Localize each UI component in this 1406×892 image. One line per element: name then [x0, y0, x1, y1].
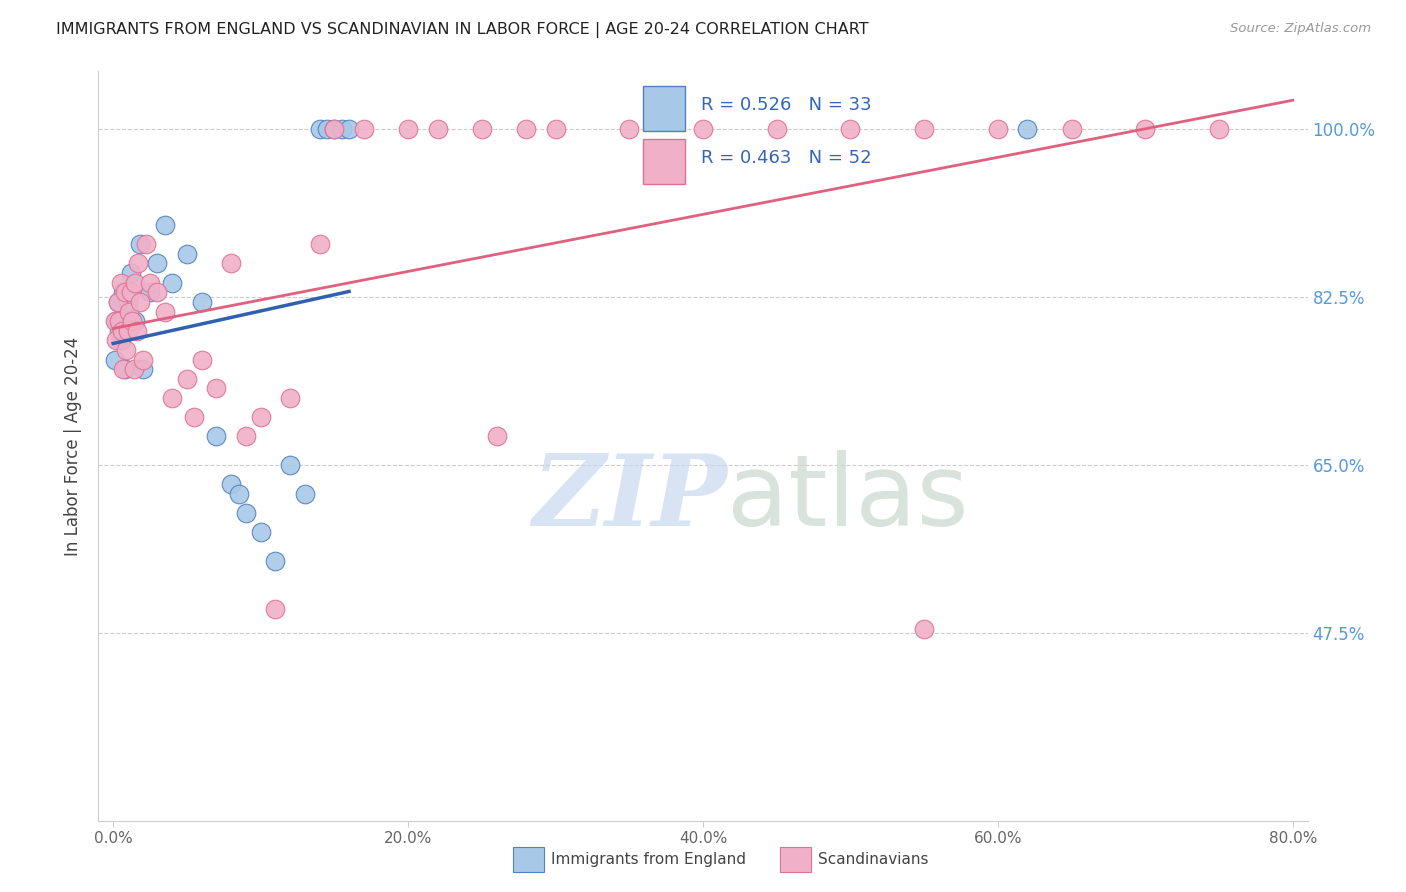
Text: R = 0.526   N = 33: R = 0.526 N = 33: [700, 96, 872, 114]
Point: [987, 122, 1010, 136]
Point: [139, 285, 162, 300]
Point: [228, 487, 250, 501]
Text: Source: ZipAtlas.com: Source: ZipAtlas.com: [1230, 22, 1371, 36]
Point: [120, 266, 142, 280]
Point: [104, 314, 127, 328]
Point: [235, 429, 257, 443]
Bar: [643, 139, 685, 184]
Point: [160, 276, 183, 290]
Point: [160, 391, 183, 405]
Point: [205, 429, 228, 443]
Point: [118, 304, 141, 318]
Point: [190, 352, 212, 367]
Point: [124, 276, 146, 290]
Point: [278, 391, 301, 405]
Point: [308, 122, 330, 136]
Point: [1135, 122, 1157, 136]
Point: [337, 122, 360, 136]
Point: [205, 381, 228, 395]
Point: [515, 122, 537, 136]
Point: [108, 324, 131, 338]
Text: Immigrants from England: Immigrants from England: [551, 853, 747, 867]
Point: [105, 334, 128, 348]
Point: [426, 122, 449, 136]
Point: [114, 285, 136, 300]
Text: IMMIGRANTS FROM ENGLAND VS SCANDINAVIAN IN LABOR FORCE | AGE 20-24 CORRELATION C: IMMIGRANTS FROM ENGLAND VS SCANDINAVIAN …: [56, 22, 869, 38]
Point: [323, 122, 346, 136]
Y-axis label: In Labor Force | Age 20-24: In Labor Force | Age 20-24: [65, 336, 83, 556]
Point: [619, 122, 641, 136]
Point: [294, 487, 316, 501]
Point: [124, 314, 146, 328]
Point: [308, 237, 330, 252]
Point: [131, 352, 153, 367]
Point: [135, 237, 157, 252]
Point: [912, 122, 935, 136]
Point: [146, 256, 169, 270]
Point: [839, 122, 862, 136]
Text: atlas: atlas: [727, 450, 969, 547]
Point: [264, 602, 287, 616]
Point: [485, 429, 508, 443]
Point: [219, 256, 242, 270]
Point: [353, 122, 375, 136]
Point: [121, 314, 143, 328]
Text: R = 0.463   N = 52: R = 0.463 N = 52: [700, 149, 872, 167]
Point: [107, 294, 129, 309]
Point: [131, 362, 153, 376]
Point: [176, 372, 198, 386]
Point: [105, 314, 128, 328]
Point: [107, 294, 129, 309]
Point: [111, 324, 134, 338]
Point: [249, 410, 271, 425]
Point: [544, 122, 567, 136]
Point: [153, 304, 176, 318]
Point: [146, 285, 169, 300]
Point: [235, 506, 257, 520]
Point: [183, 410, 205, 425]
Point: [125, 324, 148, 338]
Point: [330, 122, 353, 136]
Point: [104, 352, 127, 367]
Point: [110, 276, 132, 290]
Point: [139, 276, 162, 290]
Point: [117, 324, 139, 338]
Point: [1208, 122, 1230, 136]
Point: [1017, 122, 1039, 136]
Text: ZIP: ZIP: [533, 450, 727, 547]
Point: [396, 122, 419, 136]
Point: [249, 525, 271, 540]
Point: [765, 122, 787, 136]
Point: [120, 285, 142, 300]
Point: [122, 362, 145, 376]
Point: [111, 314, 134, 328]
Point: [264, 554, 287, 568]
Point: [128, 294, 150, 309]
Point: [176, 247, 198, 261]
Point: [278, 458, 301, 473]
Point: [115, 343, 138, 357]
Point: [112, 285, 135, 300]
Point: [117, 294, 139, 309]
Bar: [643, 87, 685, 131]
Point: [110, 334, 132, 348]
Point: [323, 122, 346, 136]
Point: [108, 314, 131, 328]
Point: [471, 122, 494, 136]
Point: [153, 218, 176, 232]
Point: [127, 256, 149, 270]
Point: [316, 122, 339, 136]
Point: [692, 122, 714, 136]
Point: [128, 237, 150, 252]
Point: [219, 477, 242, 491]
Point: [114, 362, 136, 376]
Point: [912, 622, 935, 636]
Text: Scandinavians: Scandinavians: [818, 853, 929, 867]
Point: [112, 362, 135, 376]
Point: [1060, 122, 1083, 136]
Point: [190, 294, 212, 309]
